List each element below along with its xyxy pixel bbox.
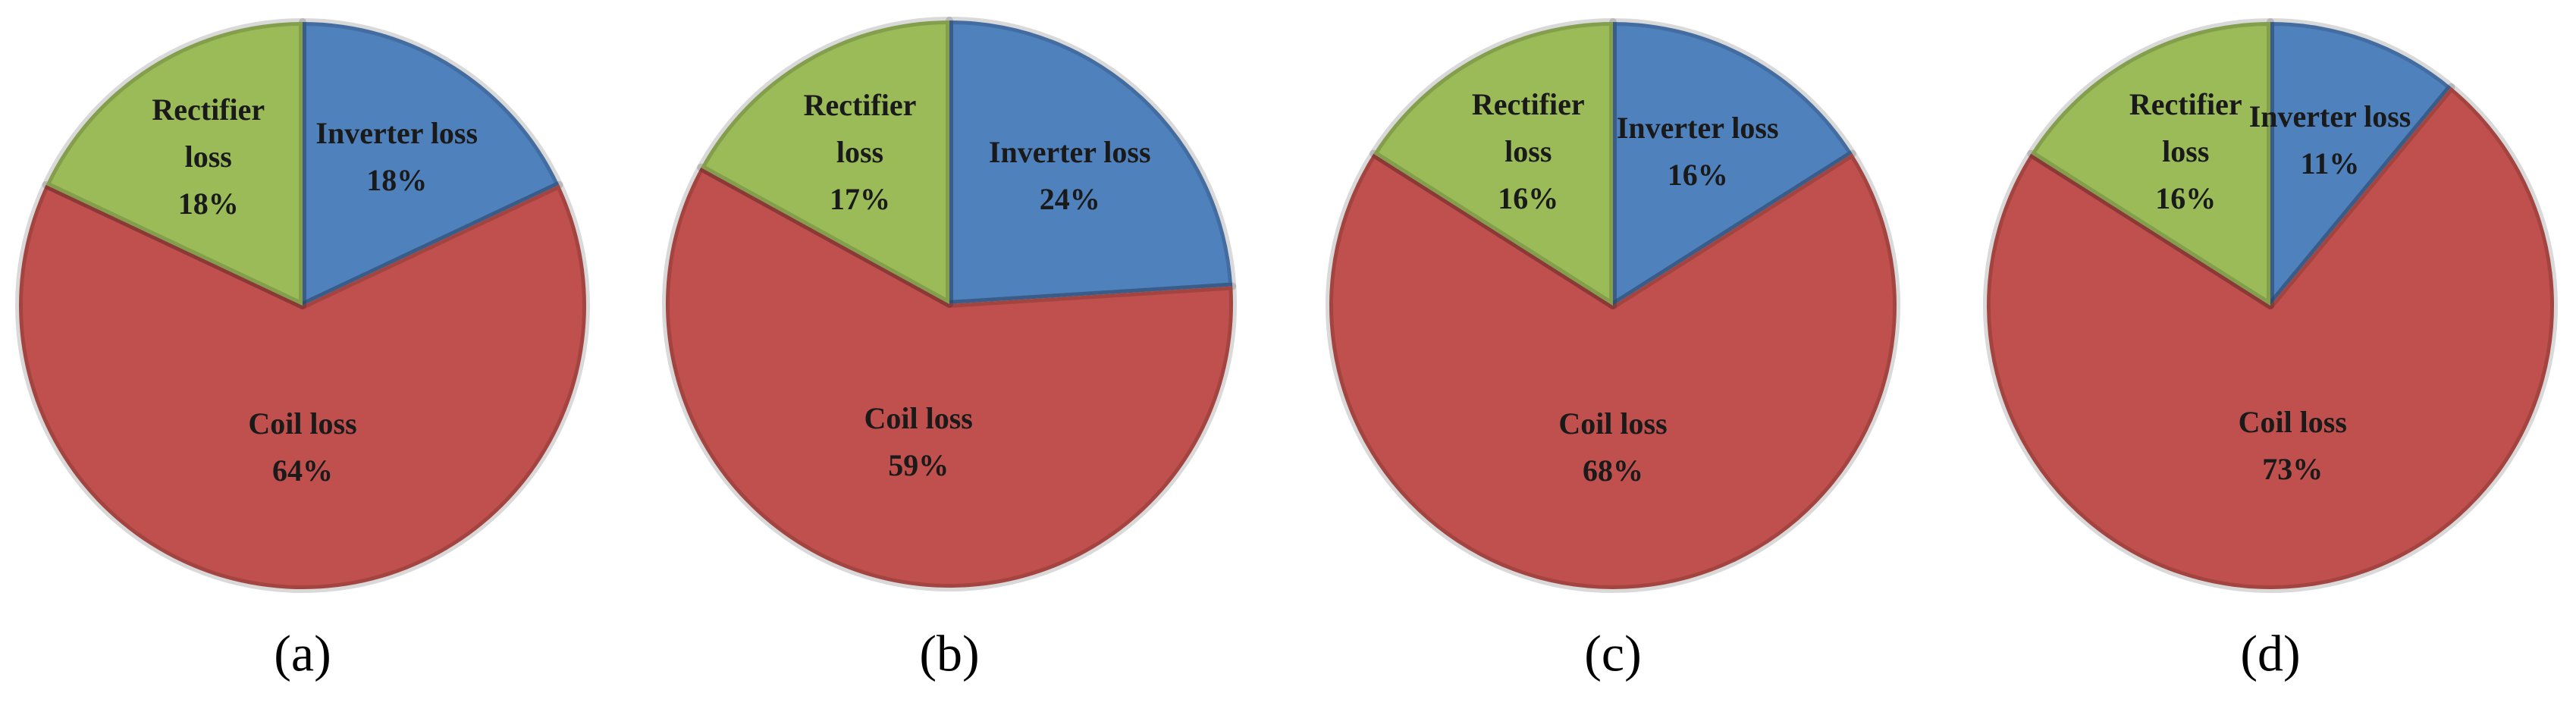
pie-slice [946, 17, 1237, 308]
slice-value: 73% [2262, 451, 2323, 486]
slice-label: Rectifier loss 17% [778, 82, 941, 223]
slice-label: Coil loss 64% [221, 400, 384, 494]
slice-value: 16% [1667, 157, 1728, 192]
pie-slice [662, 163, 1237, 591]
slice-value: 11% [2300, 146, 2360, 180]
slice-value: 18% [366, 163, 428, 198]
slice-value: 64% [272, 453, 333, 488]
caption: (c) [1584, 624, 1642, 682]
slice-value: 17% [829, 182, 890, 217]
slice-value: 68% [1583, 453, 1643, 488]
pie-slice [299, 18, 563, 309]
slice-value: 24% [1039, 181, 1100, 216]
slice-label: Rectifier loss 16% [2104, 81, 2267, 222]
pie-slice [1609, 18, 1856, 309]
pie-slice [2027, 18, 2274, 309]
slice-label: Inverter loss 18% [315, 110, 478, 204]
slice-category: Coil loss [2238, 404, 2347, 439]
slice-category: Coil loss [248, 406, 357, 441]
slice-category: Coil loss [864, 401, 973, 436]
pie-slice [15, 180, 590, 593]
slice-value: 16% [1498, 180, 1559, 215]
caption: (b) [919, 624, 980, 682]
slice-category: Inverter loss [2248, 99, 2411, 133]
slice-label: Rectifier loss 16% [1447, 81, 1610, 222]
slice-label: Inverter loss 16% [1616, 105, 1779, 199]
slice-label: Coil loss 68% [1532, 400, 1695, 494]
pie-slice [697, 17, 953, 308]
slice-category: Inverter loss [315, 116, 478, 151]
slice-category: Rectifier loss [1471, 86, 1585, 168]
slice-label: Inverter loss 11% [2248, 93, 2411, 187]
slice-label: Coil loss 59% [837, 395, 1000, 489]
pie-slice [1983, 83, 2558, 593]
slice-category: Rectifier loss [803, 88, 917, 170]
slice-category: Coil loss [1558, 406, 1668, 441]
slice-label: Inverter loss 24% [988, 129, 1151, 223]
slice-category: Inverter loss [988, 134, 1151, 169]
slice-label: Rectifier loss 18% [127, 86, 290, 227]
slice-category: Rectifier loss [152, 93, 265, 174]
slice-category: Rectifier loss [2129, 86, 2242, 168]
pie-slice [1326, 149, 1900, 593]
slice-value: 59% [888, 448, 949, 483]
slice-label: Coil loss 73% [2211, 399, 2374, 493]
slice-value: 16% [2155, 180, 2217, 215]
pie-slice [2267, 18, 2455, 309]
pie-slice [1370, 18, 1617, 309]
caption: (a) [274, 624, 331, 682]
caption: (d) [2240, 624, 2301, 682]
slice-category: Inverter loss [1616, 110, 1779, 145]
slice-value: 18% [177, 187, 239, 221]
pie-slice [42, 18, 306, 309]
